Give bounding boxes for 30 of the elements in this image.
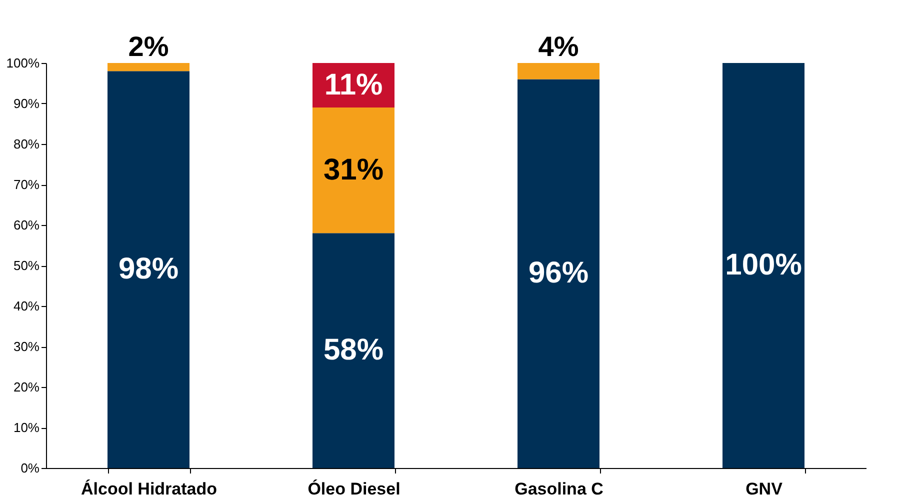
data-label: 98%: [118, 252, 179, 286]
y-tick-label: 10%: [13, 420, 40, 435]
bar: [722, 63, 804, 468]
data-label: 100%: [725, 248, 802, 282]
data-label: 11%: [324, 68, 383, 102]
bar: [108, 63, 190, 72]
y-tick-label: 70%: [13, 177, 40, 192]
bar: [518, 79, 600, 468]
y-tick-label: 80%: [13, 136, 40, 152]
bar: [108, 71, 190, 468]
data-label: 58%: [323, 334, 384, 367]
bar: [312, 233, 394, 468]
x-tick-label: Gasolina C: [514, 480, 604, 498]
y-tick-label: 20%: [13, 380, 40, 394]
data-label: 31%: [323, 153, 384, 186]
y-tick-label: 60%: [13, 218, 40, 232]
bar: [312, 108, 394, 234]
data-label: 4%: [538, 31, 579, 62]
y-tick-label: 90%: [13, 96, 40, 111]
y-tick-label: 30%: [13, 339, 40, 354]
y-tick-label: 40%: [13, 298, 40, 314]
x-tick-label: GNV: [746, 480, 784, 498]
bar: [518, 63, 600, 80]
data-label: 96%: [528, 256, 589, 290]
y-tick-label: 0%: [20, 460, 40, 476]
y-tick-label: 100%: [6, 56, 40, 70]
x-tick-label: Álcool Hidratado: [80, 478, 218, 498]
y-tick-label: 50%: [13, 258, 40, 273]
x-tick-label: Óleo Diesel: [308, 478, 400, 498]
data-label: 2%: [128, 31, 169, 62]
